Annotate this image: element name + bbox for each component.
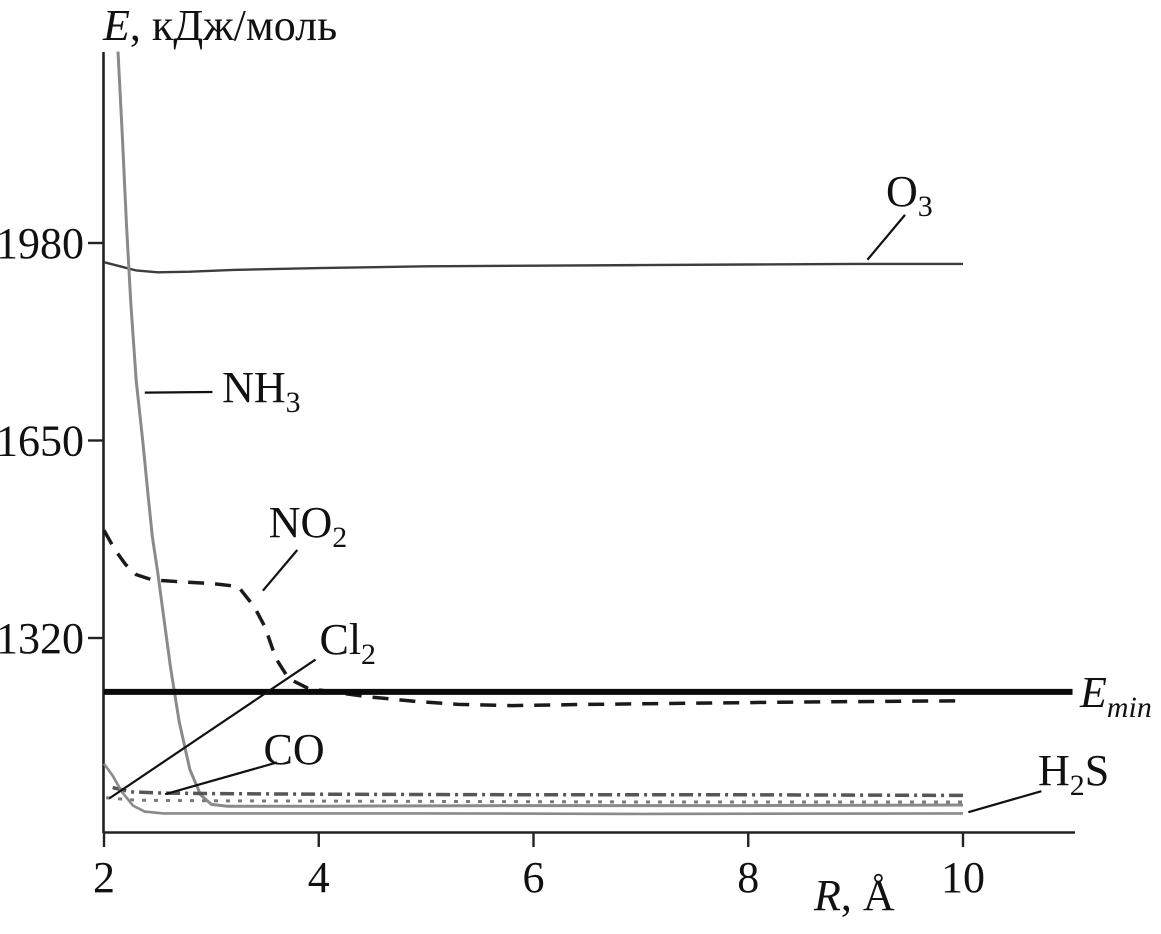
x-tick-label: 4 bbox=[308, 853, 330, 902]
series-H2S bbox=[102, 762, 964, 816]
series-NH3 bbox=[116, 51, 964, 808]
leader-line-NO2 bbox=[262, 549, 299, 592]
x-axis-symbol: R bbox=[814, 871, 841, 920]
y-tick-label: 1320 bbox=[0, 614, 84, 663]
leader-line-Cl2 bbox=[108, 658, 317, 800]
leader-line-O3 bbox=[866, 214, 906, 261]
y-axis-unit: , кДж/моль bbox=[129, 1, 338, 50]
series-CO bbox=[112, 785, 964, 798]
series-label-NH3: NH3 bbox=[222, 363, 301, 420]
series-label-Cl2: Cl2 bbox=[319, 614, 376, 671]
series-label-H2S: H2S bbox=[1037, 745, 1110, 802]
y-tick-label: 1650 bbox=[0, 416, 84, 465]
series-O3 bbox=[103, 261, 963, 274]
x-axis-title: R, Å bbox=[814, 874, 895, 918]
y-tick-label: 1980 bbox=[0, 219, 84, 268]
series-NO2 bbox=[102, 529, 964, 708]
y-axis-title: E, кДж/моль bbox=[103, 4, 337, 48]
leader-line-NH3 bbox=[144, 390, 213, 394]
x-tick-label: 8 bbox=[737, 853, 759, 902]
x-tick-label: 10 bbox=[941, 853, 985, 902]
series-label-NO2: NO2 bbox=[268, 498, 348, 554]
series-Cl2 bbox=[105, 796, 963, 804]
x-tick-label: 2 bbox=[93, 853, 115, 902]
series-label-O3: O3 bbox=[885, 167, 933, 223]
x-axis-unit: , Å bbox=[840, 871, 895, 920]
x-tick-label: 6 bbox=[523, 853, 545, 902]
leader-line-CO bbox=[164, 761, 278, 796]
leader-line-H2S bbox=[968, 790, 1042, 814]
series-label-CO: CO bbox=[263, 724, 325, 774]
series-label-Emin: Emin bbox=[1080, 668, 1152, 724]
y-axis-symbol: E bbox=[103, 1, 130, 50]
